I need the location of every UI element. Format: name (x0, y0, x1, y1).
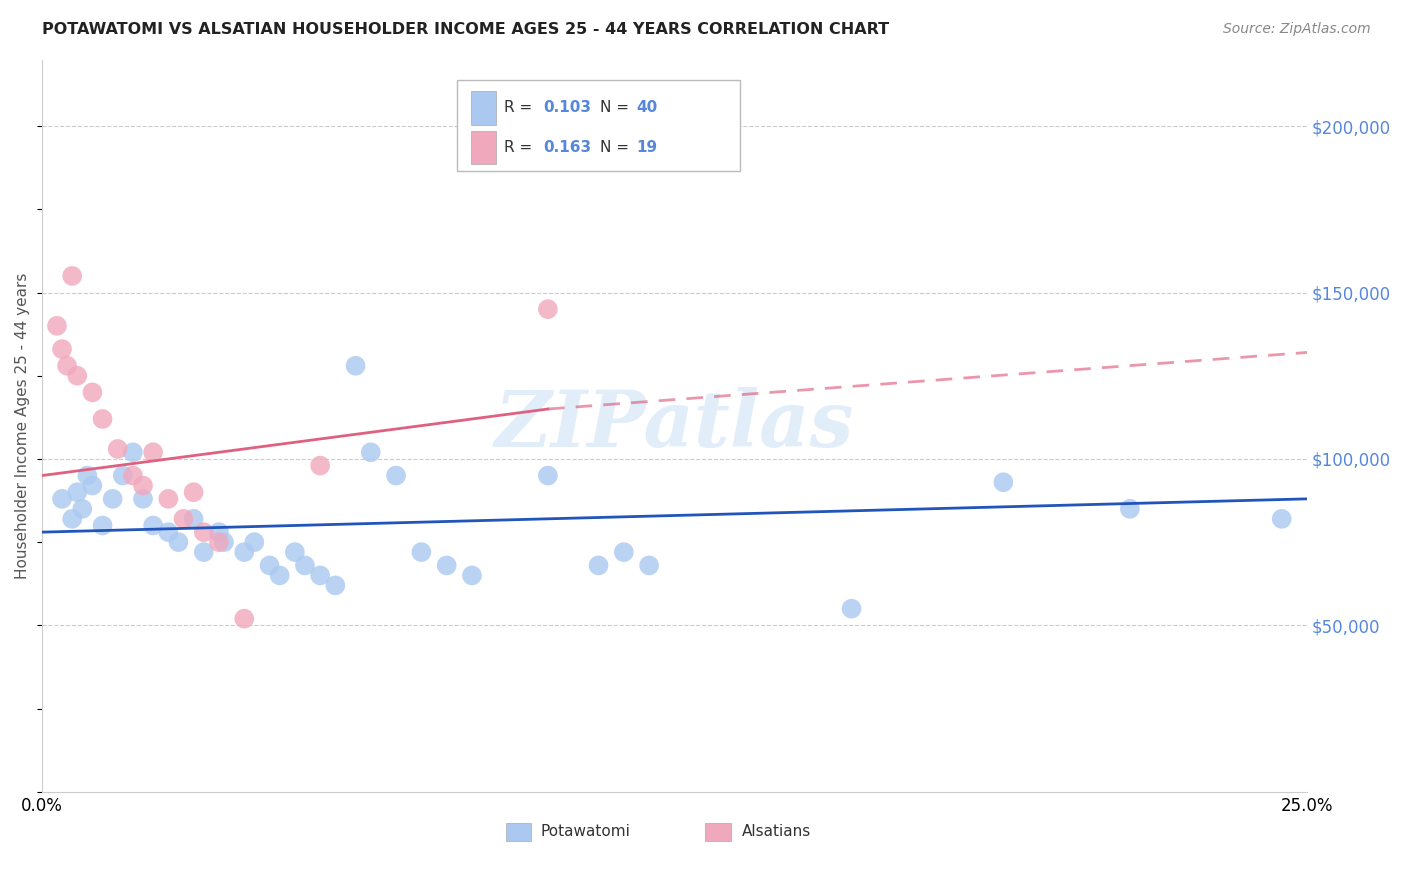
Point (82, 478, 104, 492)
Point (284, 545, 307, 559)
Text: Potawatomi: Potawatomi (541, 824, 631, 839)
Point (72, 501, 94, 516)
Text: N =: N = (600, 140, 634, 155)
Point (66, 485, 89, 500)
Point (56, 359, 79, 373)
Point (193, 525, 215, 540)
Point (101, 491, 124, 506)
Point (613, 545, 636, 559)
Point (993, 475, 1015, 490)
Point (122, 445, 145, 459)
Text: Source: ZipAtlas.com: Source: ZipAtlas.com (1223, 22, 1371, 37)
Point (243, 535, 266, 549)
Text: ZIPatlas: ZIPatlas (495, 387, 853, 464)
Point (588, 558, 610, 573)
Point (157, 525, 180, 540)
Point (1119, 501, 1142, 516)
Point (46, 318, 69, 333)
Point (173, 512, 195, 526)
Point (51, 342, 73, 356)
Point (142, 445, 165, 459)
Point (91, 412, 114, 426)
Point (1271, 512, 1294, 526)
Point (132, 478, 155, 492)
Point (309, 568, 332, 582)
Text: N =: N = (600, 101, 634, 115)
Point (259, 558, 281, 573)
Point (309, 458, 332, 473)
Point (60, 512, 83, 526)
Point (841, 601, 863, 615)
Point (132, 491, 155, 506)
Point (51, 491, 73, 506)
Point (122, 468, 145, 483)
Point (360, 445, 382, 459)
Point (411, 545, 433, 559)
Point (344, 359, 367, 373)
Point (167, 535, 190, 549)
Text: 0.163: 0.163 (544, 140, 592, 155)
Point (157, 491, 180, 506)
Point (537, 302, 560, 317)
Point (76, 468, 98, 483)
Text: R =: R = (505, 140, 537, 155)
Point (183, 512, 205, 526)
Point (208, 525, 231, 540)
Point (212, 535, 235, 549)
Text: R =: R = (505, 101, 537, 115)
Text: 40: 40 (637, 101, 658, 115)
Point (233, 612, 256, 626)
Point (91, 518, 114, 533)
Point (294, 558, 316, 573)
Point (183, 485, 205, 500)
Point (269, 568, 291, 582)
Point (111, 468, 134, 483)
Point (66, 368, 89, 383)
Point (638, 558, 661, 573)
Point (193, 545, 215, 559)
Text: 0.103: 0.103 (544, 101, 592, 115)
Point (385, 468, 408, 483)
Point (142, 518, 165, 533)
Point (436, 558, 458, 573)
Text: POTAWATOMI VS ALSATIAN HOUSEHOLDER INCOME AGES 25 - 44 YEARS CORRELATION CHART: POTAWATOMI VS ALSATIAN HOUSEHOLDER INCOM… (42, 22, 890, 37)
Point (537, 468, 560, 483)
Point (461, 568, 484, 582)
Point (82, 385, 104, 400)
Text: 19: 19 (637, 140, 658, 155)
Point (60, 268, 83, 283)
Point (325, 578, 347, 592)
Y-axis label: Householder Income Ages 25 - 44 years: Householder Income Ages 25 - 44 years (15, 272, 30, 579)
Point (208, 535, 231, 549)
Point (233, 545, 256, 559)
Point (107, 442, 129, 456)
Text: Alsatians: Alsatians (742, 824, 811, 839)
